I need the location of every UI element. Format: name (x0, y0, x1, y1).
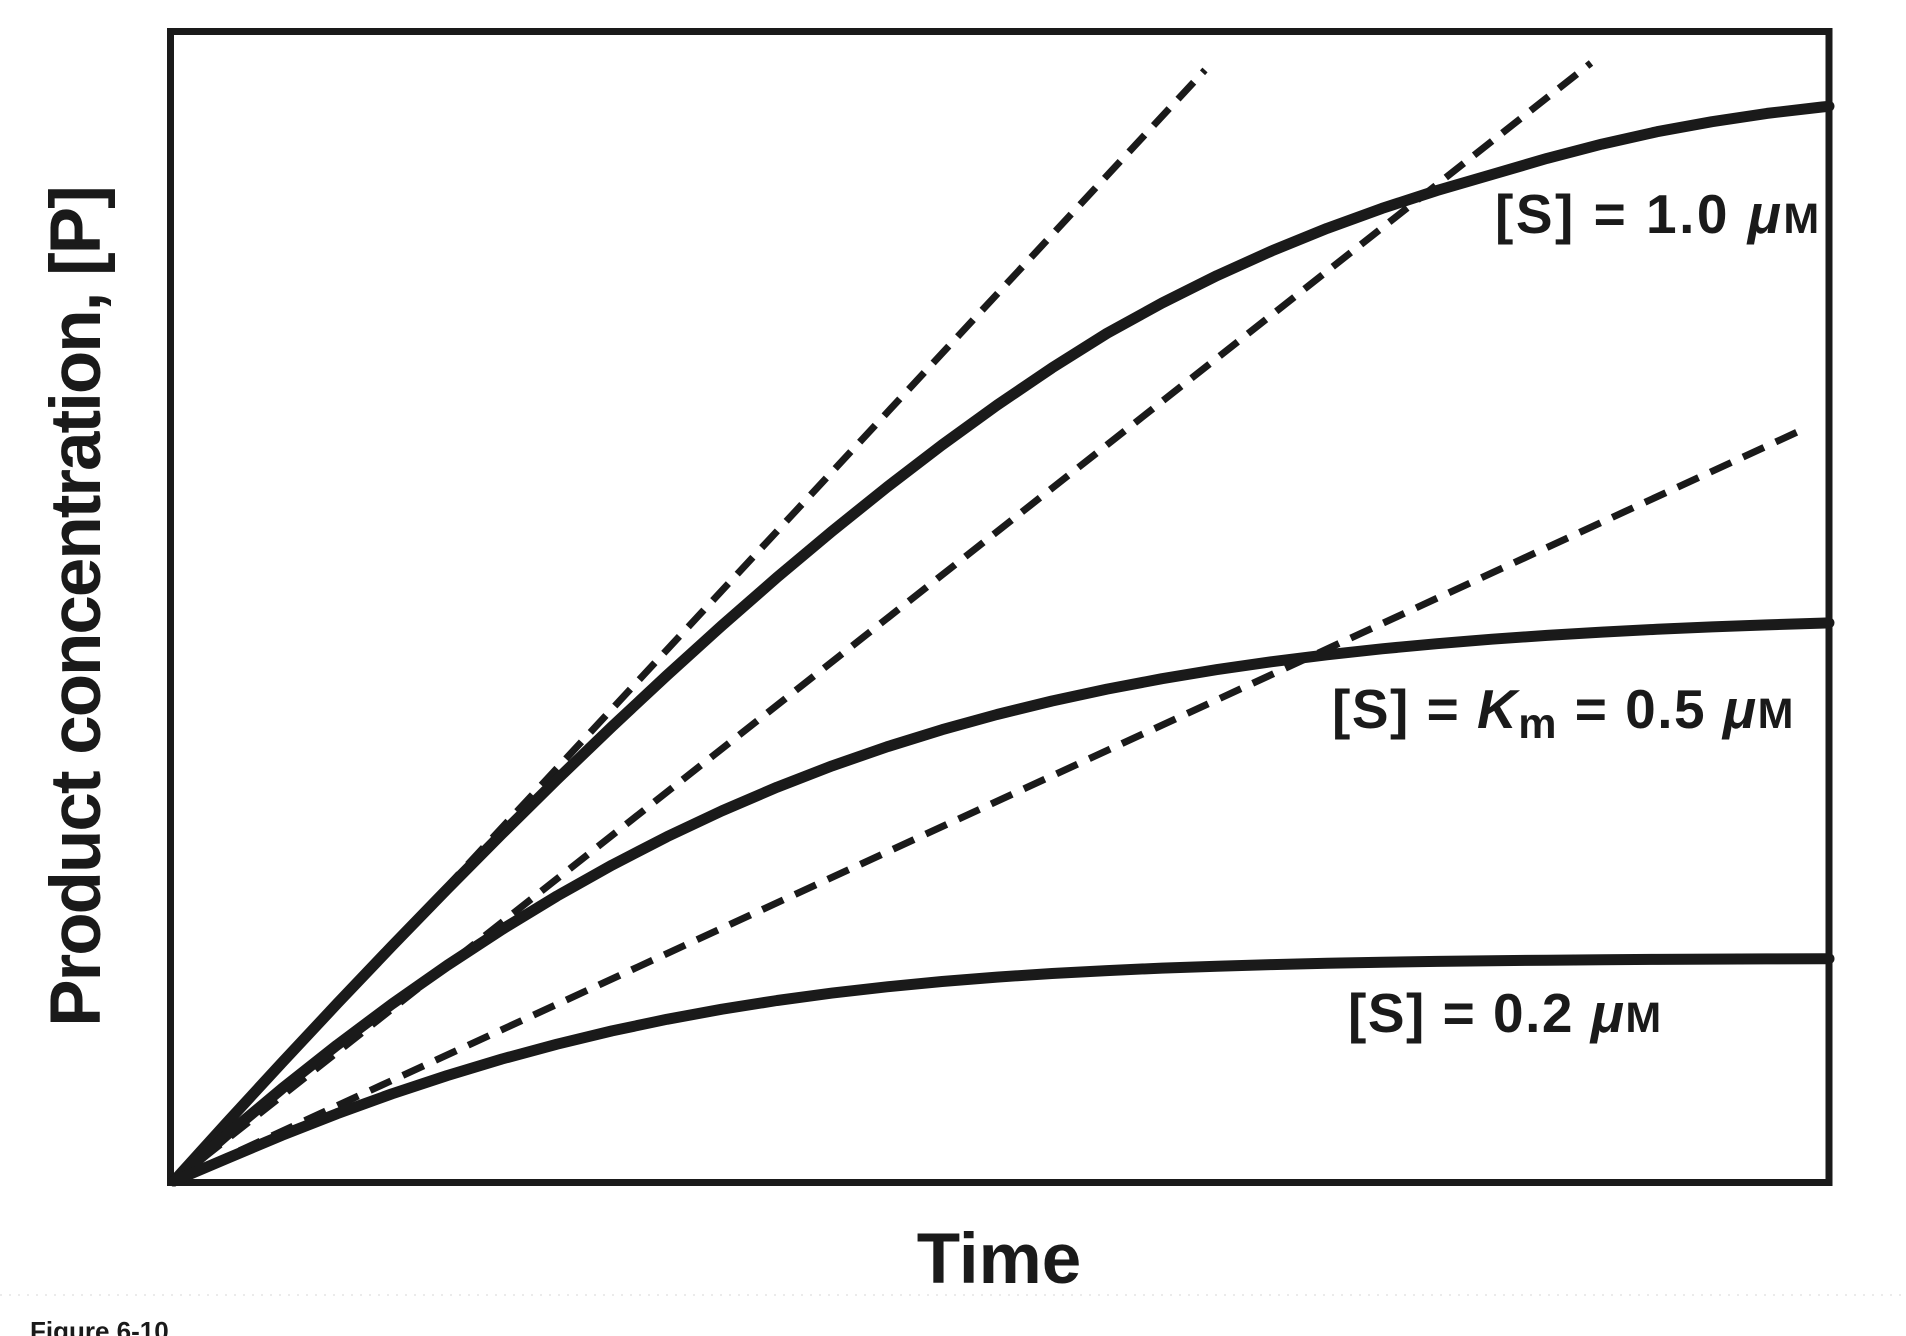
svg-text:Time: Time (917, 1220, 1081, 1299)
svg-text:Product concentration, [P]: Product concentration, [P] (37, 187, 116, 1027)
svg-text:Figure 6-10: Figure 6-10 (30, 1316, 169, 1336)
svg-text:[S] = Km = 0.5 μM: [S] = Km = 0.5 μM (1332, 678, 1795, 748)
svg-text:[S] = 1.0 μM: [S] = 1.0 μM (1495, 183, 1822, 245)
svg-text:[S] = 0.2 μM: [S] = 0.2 μM (1348, 982, 1663, 1044)
